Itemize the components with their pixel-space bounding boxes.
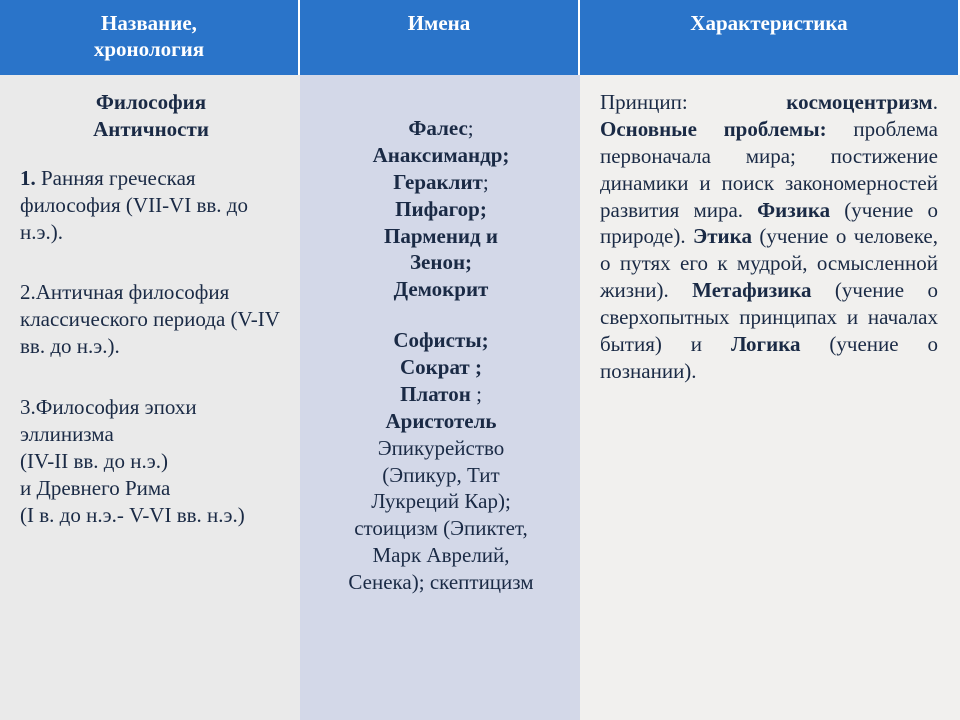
cell-characteristics: Принцип: космоцентризм. Основные проблем… (580, 75, 960, 720)
names-epicurean-1: Эпикурейство (378, 436, 505, 460)
names-stoic-2: Марк Аврелий, (372, 543, 509, 567)
name-socrates: Сократ ; (400, 355, 482, 379)
period-1-number: 1. (20, 166, 36, 190)
philosophy-table: Название, хронология Имена Характеристик… (0, 0, 960, 720)
names-epicurean-3: Лукреций Кар); (371, 489, 511, 513)
names-epicurean-2: (Эпикур, Тит (382, 463, 499, 487)
header-col1-line2: хронология (94, 37, 204, 61)
name-plato: Платон (400, 382, 471, 406)
cell-names: Фалес; Анаксимандр; Гераклит; Пифагор; П… (300, 75, 580, 720)
char-bold-physics: Физика (757, 198, 830, 222)
name-parmenides-1: Парменид и (384, 224, 498, 248)
period-1-text: Ранняя греческая философия (VII-VI вв. д… (20, 166, 248, 244)
char-bold-logic: Логика (731, 332, 801, 356)
char-text-1: Принцип: (600, 90, 786, 114)
char-bold-metaphysics: Метафизика (692, 278, 811, 302)
period-2-text: 2.Античная философия классического перио… (20, 280, 280, 358)
name-pythagoras: Пифагор; (395, 197, 487, 221)
names-block-2: Софисты; Сократ ; Платон ; Аристотель Эп… (320, 327, 562, 596)
name-anaximander: Анаксимандр; (373, 143, 510, 167)
title-line2: Античности (93, 117, 209, 141)
name-aristotle: Аристотель (385, 409, 496, 433)
period-3-line3: и Древнего Рима (20, 476, 170, 500)
name-thales: Фалес (408, 116, 467, 140)
char-bold-ethics: Этика (693, 224, 752, 248)
name-zenon: Зенон; (410, 250, 472, 274)
char-bold-problems: Основные проблемы: (600, 117, 827, 141)
period-3-line1: 3.Философия эпохи эллинизма (20, 395, 197, 446)
period-3-line2: (IV-II вв. до н.э.) (20, 449, 168, 473)
header-col2-text: Имена (408, 11, 471, 35)
header-col1: Название, хронология (0, 0, 300, 75)
names-block-1: Фалес; Анаксимандр; Гераклит; Пифагор; П… (320, 115, 562, 303)
cell-chronology: Философия Античности 1. Ранняя греческая… (0, 75, 300, 720)
header-col3: Характеристика (580, 0, 960, 75)
header-col3-text: Характеристика (690, 11, 847, 35)
header-col2: Имена (300, 0, 580, 75)
period-3-line4: (I в. до н.э.- V-VI вв. н.э.) (20, 503, 245, 527)
title-line1: Философия (96, 90, 206, 114)
names-stoic-1: стоицизм (Эпиктет, (354, 516, 528, 540)
chronology-period-1: 1. Ранняя греческая философия (VII-VI вв… (20, 165, 282, 246)
char-bold-cosmo: космоцентризм (786, 90, 933, 114)
name-democritus: Демокрит (394, 277, 489, 301)
chronology-period-2: 2.Античная философия классического перио… (20, 279, 282, 360)
chronology-period-3: 3.Философия эпохи эллинизма (IV-II вв. д… (20, 394, 282, 528)
header-col1-line1: Название, (101, 11, 197, 35)
name-sophists: Софисты; (393, 328, 488, 352)
names-stoic-3: Сенека); скептицизм (348, 570, 533, 594)
char-text-2: . (933, 90, 938, 114)
name-heraclitus: Гераклит (393, 170, 483, 194)
chronology-title: Философия Античности (20, 89, 282, 143)
